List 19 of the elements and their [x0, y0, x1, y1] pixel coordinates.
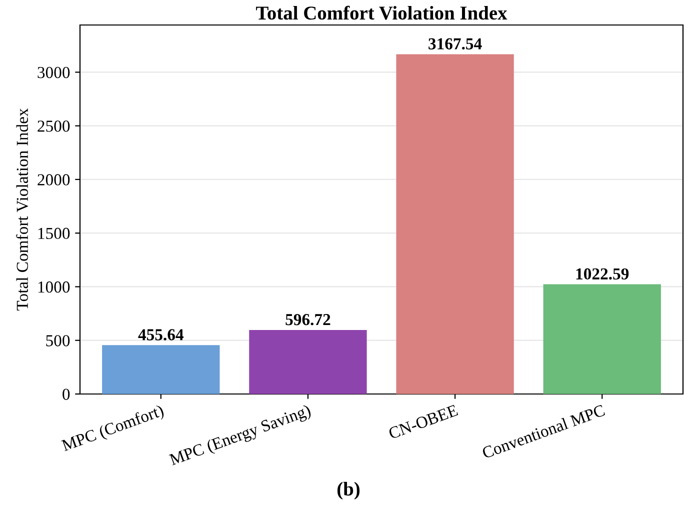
- data-label: 1022.59: [576, 268, 629, 280]
- y-tick-label: 1500: [38, 228, 70, 240]
- y-axis-title: Total Comfort Violation Index: [16, 108, 28, 310]
- data-label: 3167.54: [428, 38, 482, 50]
- bar: [102, 345, 220, 394]
- y-tick-label: 500: [46, 335, 70, 346]
- x-tick-label: MPC (Energy Saving): [168, 404, 312, 469]
- y-tick-label: 0: [62, 388, 70, 400]
- chart-title: Total Comfort Violation Index: [256, 6, 508, 20]
- bar: [249, 330, 367, 394]
- data-label: 596.72: [286, 314, 330, 326]
- y-tick-label: 3000: [38, 66, 70, 78]
- y-tick-label: 2000: [38, 174, 70, 186]
- text: (b): [337, 482, 360, 500]
- bar: [543, 284, 661, 394]
- data-label: 455.64: [138, 329, 184, 340]
- y-tick-label: 1000: [38, 281, 70, 293]
- bar: [396, 54, 514, 394]
- y-tick-label: 2500: [38, 120, 70, 132]
